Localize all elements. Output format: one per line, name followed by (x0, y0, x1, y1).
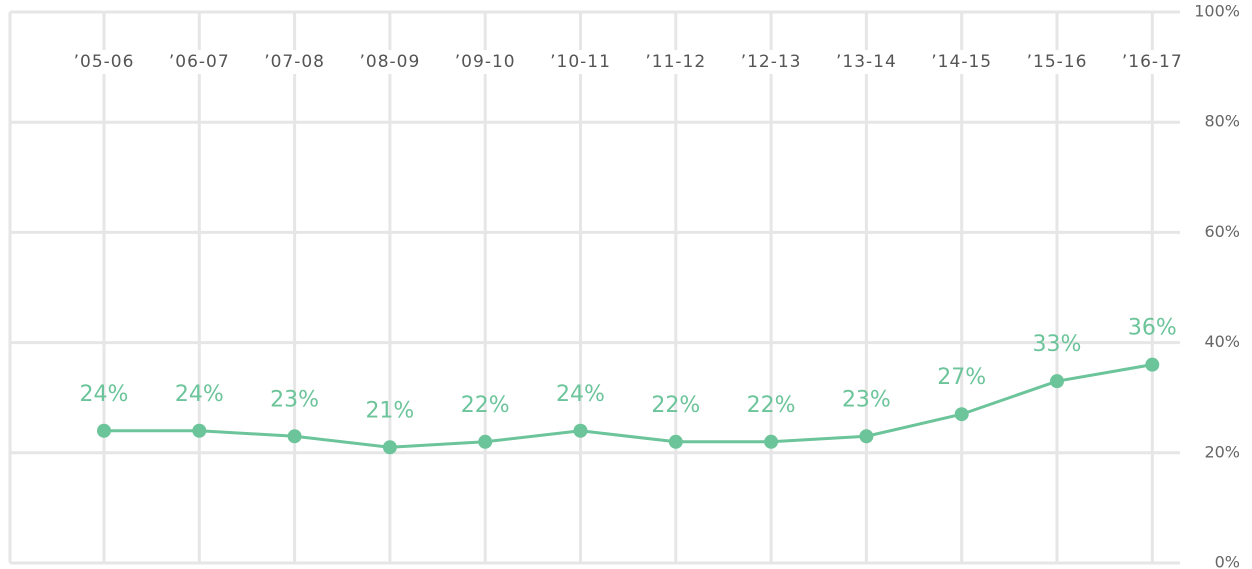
x-tick-label: ’07-08 (264, 52, 325, 72)
point (859, 429, 874, 444)
point (1050, 374, 1064, 389)
y-tick-label: 0% (1215, 553, 1240, 569)
label-bg (1017, 50, 1097, 74)
label-bg (159, 50, 240, 74)
data-label: 22% (747, 393, 796, 418)
point (1145, 357, 1160, 372)
line (104, 363, 1153, 449)
y-tick-label: 80% (1204, 112, 1240, 131)
x-tick-label: ’06-07 (169, 52, 230, 72)
x-tick-label: ’14-15 (931, 52, 992, 72)
data-label: 24% (556, 382, 605, 407)
x-tick-label: ’16-17 (1122, 52, 1183, 72)
label-bg (540, 50, 621, 74)
y-tick-label: 40% (1204, 332, 1240, 351)
label-bg (635, 50, 716, 74)
data-label: 24% (80, 382, 129, 407)
y-tick-label: 100% (1194, 2, 1240, 21)
point (668, 434, 683, 449)
point (382, 440, 397, 455)
y-tick-label: 60% (1204, 222, 1240, 241)
label-bg (445, 50, 526, 74)
label-bg (349, 50, 430, 74)
data-label: 36% (1128, 316, 1177, 341)
data-label: 24% (175, 382, 224, 407)
data-label: 21% (365, 398, 414, 423)
x-tick-label: ’10-11 (550, 52, 611, 72)
point (954, 407, 969, 422)
x-tick-label: ’08-09 (359, 52, 420, 72)
data-label: 22% (651, 393, 700, 418)
data-label: 22% (461, 393, 510, 418)
data-label: 27% (937, 365, 986, 390)
point (764, 434, 779, 449)
data-label: 33% (1033, 332, 1082, 357)
label-bg (731, 50, 812, 74)
label-bg (921, 50, 1002, 74)
label-bg (1112, 50, 1193, 74)
point (573, 423, 588, 438)
label-bg (254, 50, 335, 74)
x-tick-label: ’09-10 (455, 52, 516, 72)
point (478, 434, 493, 449)
x-tick-label: ’15-16 (1027, 52, 1088, 72)
label-bg (826, 50, 907, 74)
x-tick-label: ’13-14 (836, 52, 897, 72)
y-tick-label: 20% (1204, 442, 1240, 461)
data-label: 23% (842, 387, 891, 412)
point (97, 423, 111, 438)
x-tick-label: ’11-12 (645, 52, 706, 72)
x-tick-label: ’12-13 (741, 52, 802, 72)
x-tick-label: ’05-06 (74, 52, 135, 72)
label-bg (64, 50, 144, 74)
point (287, 429, 302, 444)
point (192, 423, 207, 438)
data-label: 23% (270, 387, 319, 412)
